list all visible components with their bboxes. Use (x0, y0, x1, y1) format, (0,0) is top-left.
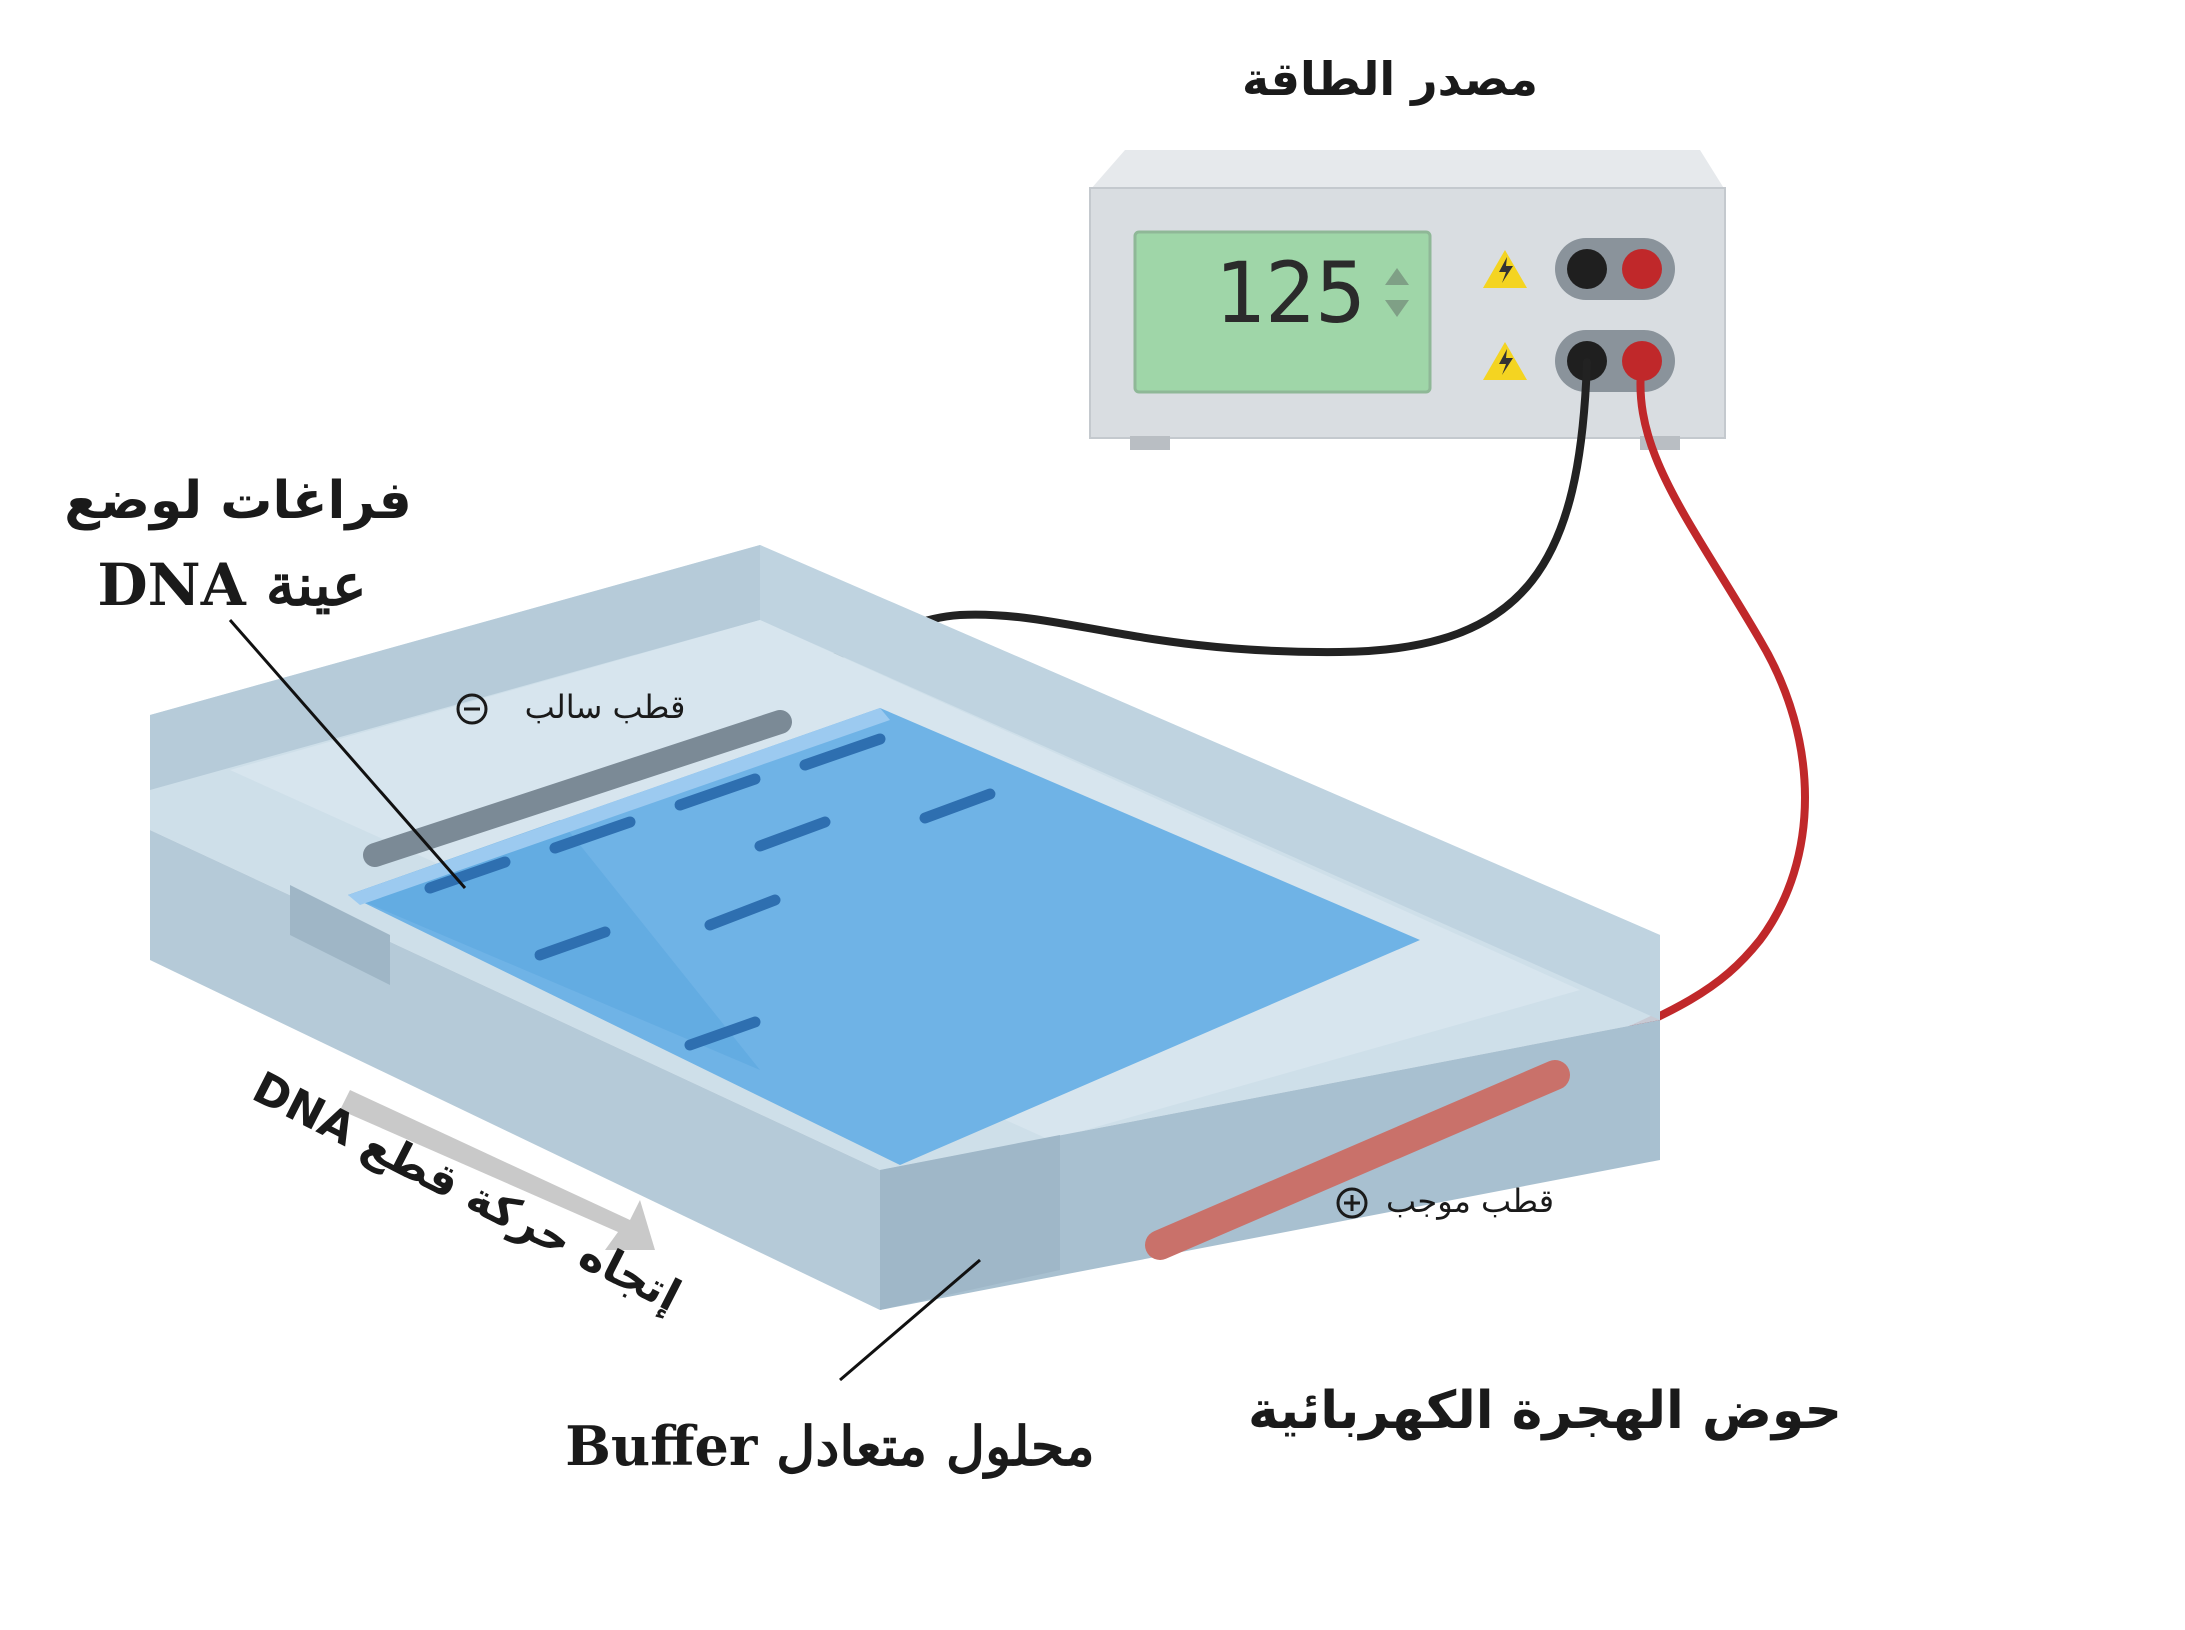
sample-wells (424, 733, 886, 894)
sample-wells-label-line2: عينة DNA (97, 551, 366, 619)
agarose-gel (348, 708, 1420, 1165)
dna-bands (534, 788, 996, 1051)
power-source-label: مصدر الطاقة (1242, 52, 1538, 106)
lcd-value: 125 (1214, 244, 1366, 342)
red-terminal-top (1622, 249, 1662, 289)
red-wire (1556, 358, 1809, 1064)
high-voltage-warning-icon (1483, 342, 1527, 380)
black-terminal-top (1567, 249, 1607, 289)
lcd-display (1133, 230, 1432, 394)
sample-wells-label-line1: فراغات لوضع (64, 471, 412, 531)
wells-pointer-line (228, 619, 467, 889)
dna-direction-arrow (340, 1090, 655, 1250)
minus-circle-icon (456, 693, 488, 725)
positive-pole-label: قطب موجب (1386, 1182, 1554, 1220)
buffer-label: محلول متعادل Buffer (565, 1414, 1094, 1480)
high-voltage-warning-icon (1483, 250, 1527, 288)
up-down-arrows-icon (1385, 268, 1409, 317)
negative-pole-label: قطب سالب (525, 688, 686, 726)
plus-circle-icon (1336, 1187, 1368, 1219)
negative-electrode (363, 710, 792, 867)
tank-label: حوض الهجرة الكهربائية (1248, 1381, 1842, 1441)
power-supply: 125 (1089, 150, 1726, 450)
buffer-pointer-line (839, 1258, 981, 1382)
positive-electrode (1145, 1060, 1570, 1260)
